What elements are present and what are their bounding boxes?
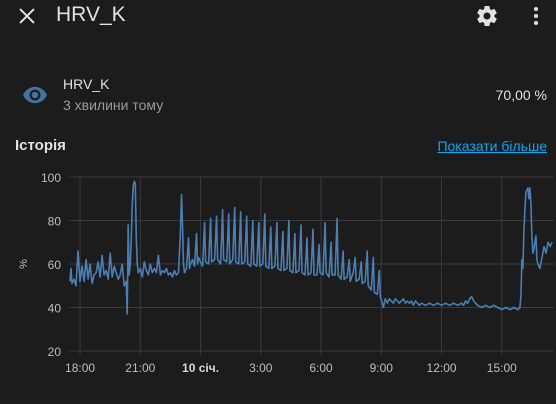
- close-icon[interactable]: [16, 5, 38, 27]
- history-chart[interactable]: 20 40 60 80 100 18:00 21:00 10 січ. 3:00 6:00 9:00…: [0, 160, 556, 380]
- x-tick-label: 18:00: [65, 361, 95, 375]
- x-tick-label: 15:00: [487, 361, 517, 375]
- series-line: [69, 180, 553, 315]
- x-tick-label: 10 січ.: [182, 361, 219, 375]
- x-tick-label: 12:00: [427, 361, 457, 375]
- eye-icon: [23, 86, 47, 104]
- y-tick-label: 80: [48, 215, 62, 229]
- x-tick-label: 21:00: [125, 361, 155, 375]
- x-tick-label: 9:00: [370, 361, 394, 375]
- y-tick-label: 60: [48, 258, 62, 272]
- y-tick-label: 100: [41, 171, 61, 185]
- more-vertical-icon[interactable]: [524, 4, 548, 28]
- x-tick-label: 3:00: [249, 361, 273, 375]
- dialog-title: HRV_K: [56, 3, 126, 26]
- history-title: Історія: [15, 137, 66, 154]
- gear-icon[interactable]: [475, 4, 499, 28]
- y-tick-label: 20: [48, 345, 62, 359]
- entity-last-changed: 3 хвилини тому: [63, 97, 164, 113]
- entity-row[interactable]: HRV_K 3 хвилини тому 70,00 %: [0, 68, 556, 124]
- entity-name: HRV_K: [63, 76, 110, 92]
- y-tick-label: 40: [48, 302, 62, 316]
- x-tick-label: 6:00: [309, 361, 333, 375]
- entity-state: 70,00 %: [495, 87, 547, 103]
- y-axis-label: %: [18, 259, 30, 269]
- dialog-header: HRV_K: [0, 0, 556, 32]
- show-more-link[interactable]: Показати більше: [437, 138, 547, 154]
